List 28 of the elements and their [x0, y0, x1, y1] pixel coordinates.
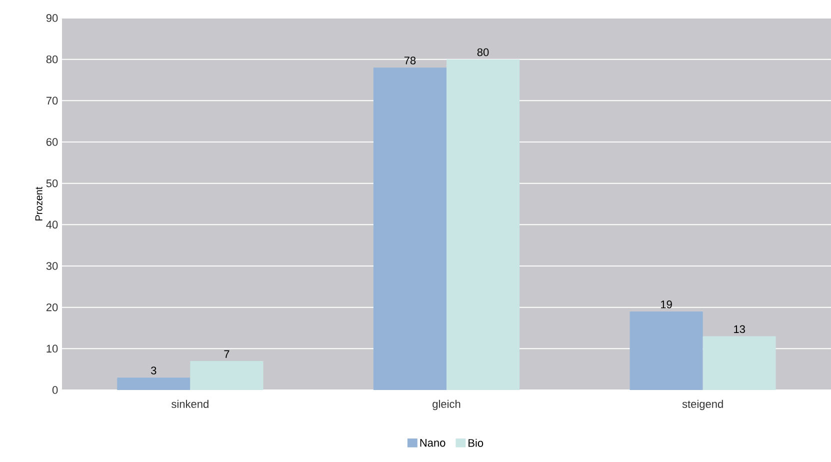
data-label: 80: [477, 48, 489, 56]
bar: [117, 378, 190, 390]
y-tick-label: 10: [46, 344, 58, 353]
y-tick-label: 20: [46, 303, 58, 312]
data-label: 19: [661, 300, 672, 308]
x-tick-label: sinkend: [172, 400, 208, 408]
data-label: 3: [151, 366, 156, 374]
y-tick-label: 70: [46, 96, 58, 105]
y-tick-label: 50: [46, 179, 58, 188]
data-label: 7: [224, 350, 230, 358]
x-tick-label: steigend: [682, 400, 723, 410]
bar: [373, 68, 446, 390]
y-axis-title: Prozent: [35, 186, 42, 220]
y-tick-label: 30: [46, 262, 58, 270]
bar: [446, 59, 520, 390]
bar: [630, 311, 703, 390]
data-label: 78: [404, 56, 416, 64]
y-tick-label: 40: [46, 220, 58, 229]
bar: [702, 336, 776, 390]
legend-label: Nano: [420, 439, 446, 447]
y-tick-label: 0: [52, 386, 58, 394]
y-tick-label: 90: [46, 14, 58, 22]
x-tick-label: gleich: [432, 400, 460, 410]
data-label: 13: [734, 325, 745, 334]
legend-label: Bio: [468, 438, 484, 447]
bar: [190, 361, 264, 390]
y-tick-label: 80: [46, 55, 58, 64]
y-tick-label: 60: [46, 138, 58, 146]
